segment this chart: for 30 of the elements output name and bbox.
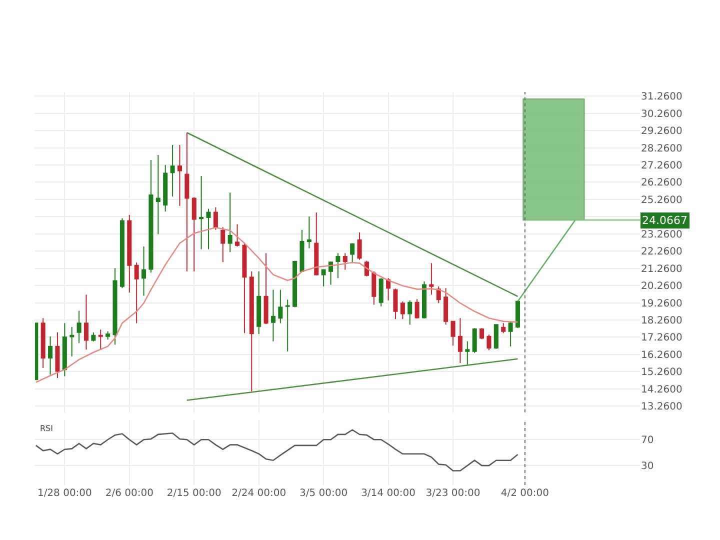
y-tick-label: 17.2600: [641, 332, 682, 344]
x-tick-label: 2/6 00:00: [105, 488, 154, 499]
text: RSI: [40, 424, 53, 433]
y-tick-label: 13.2600: [641, 402, 682, 413]
annotation: 24.0667: [642, 214, 688, 227]
y-tick-label: 28.2600: [641, 143, 682, 154]
y-tick-label: 70: [641, 435, 654, 446]
x-tick-label: 3/5 00:00: [300, 488, 348, 499]
y-tick-label: 31.2600: [641, 92, 682, 103]
x-tick-label: 3/23 00:00: [426, 488, 480, 499]
y-tick-label: 18.2600: [641, 315, 682, 326]
x-tick-label: 2/15 00:00: [166, 488, 222, 499]
y-tick-label: 16.2600: [641, 350, 682, 361]
y-tick-label: 27.2600: [641, 160, 682, 172]
y-tick-label: 26.2600: [641, 178, 682, 189]
y-tick-label: 25.2600: [641, 194, 682, 206]
y-tick-label: 21.2600: [641, 264, 682, 275]
y-tick-label: 15.2600: [641, 367, 682, 378]
y-tick-label: 30: [641, 461, 654, 472]
y-tick-label: 22.2600: [641, 246, 682, 258]
y-tick-label: 29.2600: [641, 126, 682, 138]
x-tick-label: 4/2 00:00: [500, 488, 549, 499]
y-tick-label: 14.2600: [641, 384, 682, 396]
y-tick-label: 23.2600: [641, 229, 682, 240]
x-tick-label: 3/14 00:00: [361, 488, 416, 499]
y-tick-label: 19.2600: [641, 298, 682, 310]
x-tick-label: 1/28 00:00: [37, 488, 92, 499]
y-tick-label: 30.2600: [641, 108, 682, 120]
x-tick-label: 2/24 00:00: [232, 488, 286, 499]
y-tick-label: 20.2600: [641, 281, 682, 292]
